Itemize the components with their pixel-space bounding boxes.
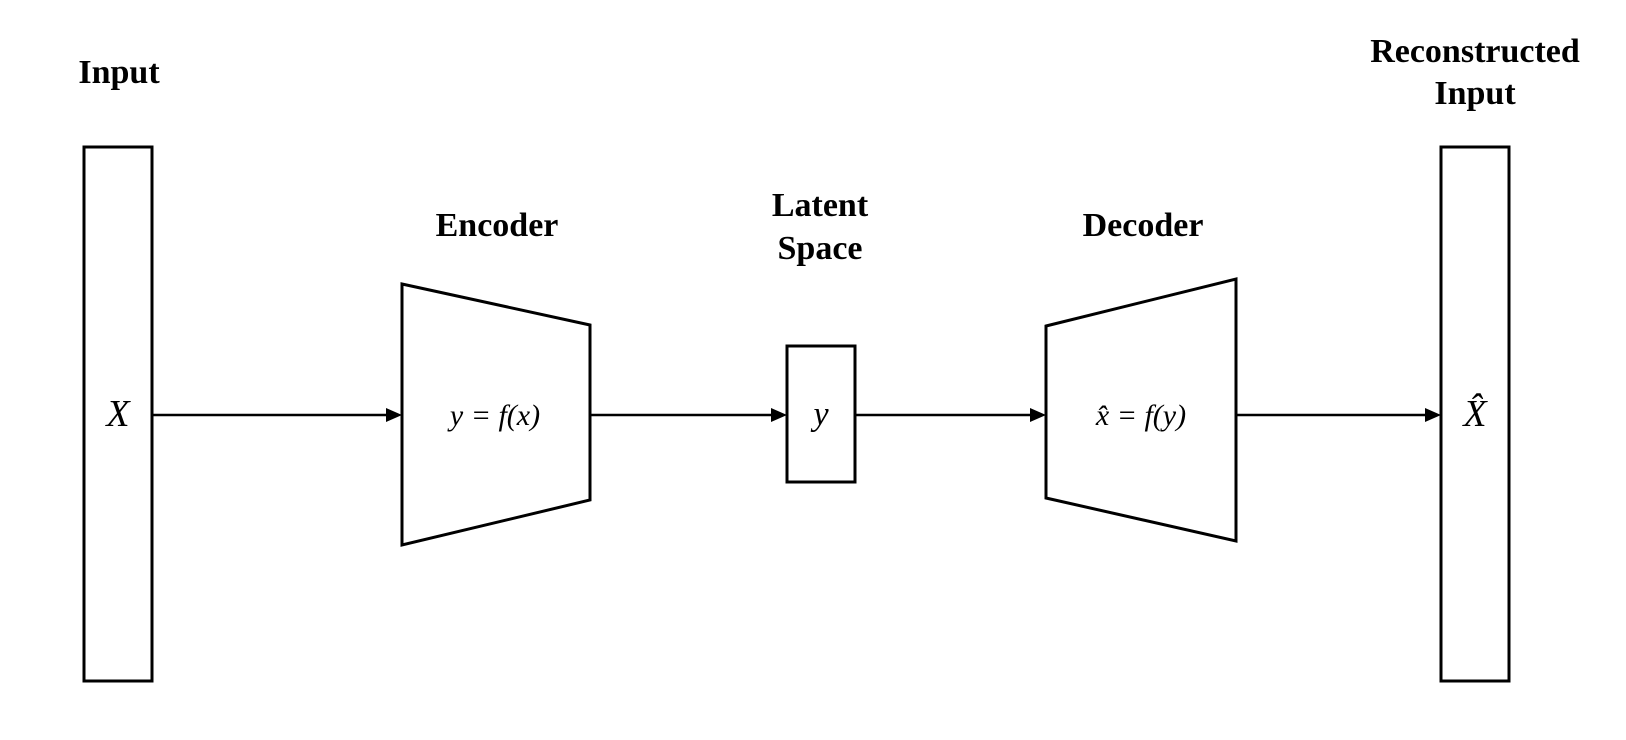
arrow-decoder-to-output: [1236, 408, 1441, 422]
latent-space-heading-line2: Space: [778, 230, 863, 267]
input-heading: Input: [78, 54, 160, 91]
arrow-latent-to-decoder: [855, 408, 1046, 422]
arrow-input-to-encoder: [152, 408, 402, 422]
decoder-heading: Decoder: [1083, 207, 1204, 244]
decoder-formula: x̂ = f(y): [1095, 399, 1186, 432]
encoder-heading: Encoder: [436, 207, 559, 244]
reconstructed-symbol: X̂: [1461, 393, 1488, 435]
decoder-block: [1044, 277, 1238, 543]
latent-block: [785, 344, 857, 484]
input-symbol: X: [104, 393, 131, 435]
arrow-encoder-to-latent: [590, 408, 787, 422]
input-block: [82, 145, 154, 683]
latent-space-heading-line1: Latent: [772, 187, 869, 224]
encoder-block: [400, 282, 592, 547]
latent-symbol: y: [810, 396, 829, 433]
reconstructed-input-block: [1439, 145, 1511, 683]
encoder-formula: y = f(x): [447, 399, 540, 432]
reconstructed-input-heading-line2: Input: [1434, 75, 1516, 112]
reconstructed-input-heading-line1: Reconstructed: [1370, 33, 1580, 70]
